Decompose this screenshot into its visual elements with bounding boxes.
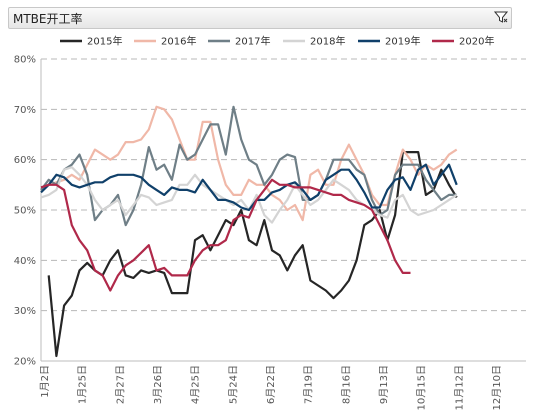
series-line-2020年	[40, 178, 411, 292]
x-tick-label: 6月22日	[265, 365, 277, 404]
x-tick-label: 3月26日	[152, 365, 164, 404]
legend-label: 2019年	[385, 35, 420, 48]
x-tick-label: 2月27日	[114, 365, 126, 404]
y-tick-label: 30%	[14, 306, 36, 317]
legend-label: 2017年	[235, 35, 270, 48]
x-tick-label: 12月10日	[491, 365, 503, 410]
x-tick-label: 1月2日	[39, 365, 51, 398]
filter-icon[interactable]	[494, 10, 508, 24]
y-tick-label: 80%	[14, 55, 36, 66]
x-tick-label: 5月24日	[227, 365, 239, 404]
legend-label: 2018年	[310, 35, 345, 48]
series-line-2017年	[40, 105, 457, 227]
y-tick-label: 70%	[14, 105, 36, 116]
y-tick-label: 40%	[14, 256, 36, 267]
chart-title-bar: MTBE开工率	[8, 7, 512, 29]
x-tick-label: 9月13日	[378, 365, 390, 404]
legend-label: 2016年	[161, 35, 196, 48]
series-lines	[40, 105, 458, 358]
chart-title: MTBE开工率	[13, 12, 83, 26]
y-tick-label: 20%	[14, 357, 36, 368]
x-tick-label: 7月19日	[303, 365, 315, 404]
x-axis-labels: 1月2日 1月25日 2月27日 3月26日 4月25日 5月24日 6月22日 7月19日 8…	[39, 365, 503, 410]
x-tick-label: 8月16日	[340, 365, 352, 404]
x-tick-label: 4月25日	[190, 365, 202, 404]
axes	[40, 59, 526, 362]
legend-label: 2015年	[87, 35, 122, 48]
y-tick-label: 50%	[14, 206, 36, 217]
legend: 2015年 2016年 2017年 2018年 2019年 2020年	[60, 35, 494, 48]
y-tick-label: 60%	[14, 155, 36, 166]
y-axis-labels: 20% 30% 40% 50% 60% 70% 80%	[14, 55, 36, 368]
x-tick-label: 1月25日	[77, 365, 89, 404]
x-tick-label: 10月15日	[416, 365, 428, 410]
series-line-2015年	[47, 151, 458, 358]
series-line-2019年	[40, 163, 458, 212]
legend-label: 2020年	[459, 35, 494, 48]
x-tick-label: 11月12日	[453, 365, 465, 410]
